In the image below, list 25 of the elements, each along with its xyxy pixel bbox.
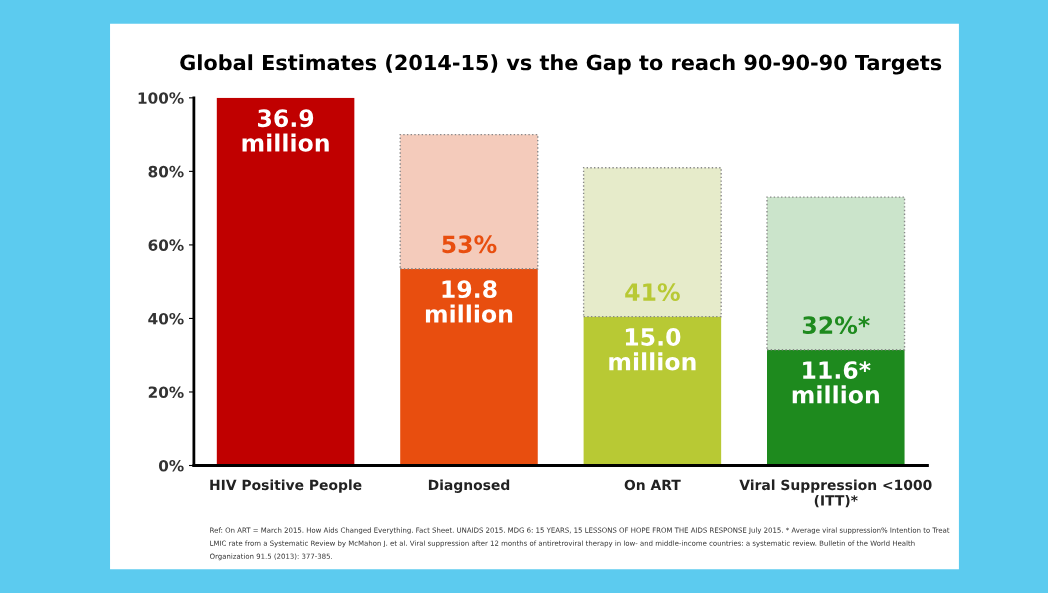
y-tick-label: 20% [148,386,184,398]
bar [399,133,539,270]
annotation: 19.8 million [425,280,513,323]
y-tick-label: 40% [148,312,184,325]
bar [766,196,906,351]
y-tick-label: 0% [158,459,184,472]
x-tick-label: HIV Positive People [210,479,362,493]
annotation: 41% [625,283,680,301]
bar [767,349,905,466]
x-tick-label: Diagnosed [428,479,510,493]
chart-title: Global Estimates (2014-15) vs the Gap to reach 90-90-90 Targets [180,54,942,75]
bar [216,97,355,466]
annotation: 32%* [802,316,870,335]
x-tick-label: On ART [624,479,681,491]
annotation: 15.0 million [609,328,696,371]
annotation: 36.9 million [242,109,329,152]
y-tick-label: 60% [148,239,184,251]
bar [400,268,538,466]
bar [582,167,722,318]
annotation: 53% [442,235,497,254]
y-tick-label: 80% [148,165,184,178]
x-tick-label: Viral Suppression <1000 (ITT)* [739,479,932,508]
bar [583,316,722,466]
annotation: 11.6* million [792,361,879,404]
y-tick-label: 100% [138,92,184,104]
